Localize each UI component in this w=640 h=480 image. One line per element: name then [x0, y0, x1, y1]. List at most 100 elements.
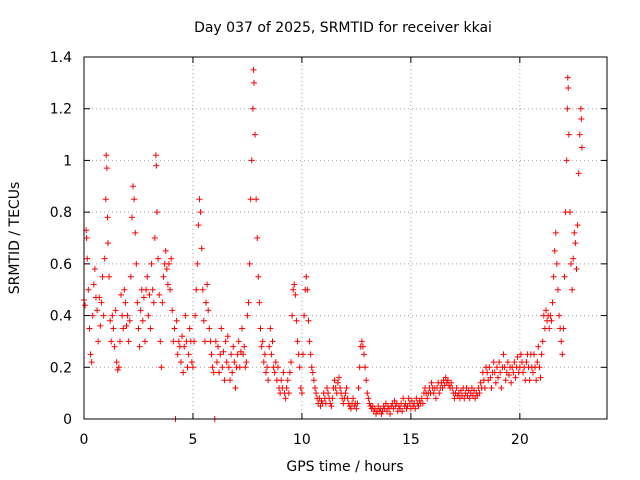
data-point [337, 384, 344, 391]
data-point [256, 299, 263, 306]
data-point [128, 214, 135, 221]
data-point [194, 260, 201, 267]
data-point [364, 390, 371, 397]
data-point [123, 322, 130, 329]
data-point [121, 286, 128, 293]
data-point [331, 377, 338, 384]
data-point [517, 351, 524, 358]
data-point [215, 343, 222, 350]
data-point [177, 359, 184, 366]
data-point [238, 325, 245, 332]
data-point [285, 390, 292, 397]
data-point [144, 273, 151, 280]
data-point [120, 325, 127, 332]
data-point [245, 299, 252, 306]
data-point [328, 403, 335, 410]
data-point [216, 369, 223, 376]
data-point [191, 338, 198, 345]
data-point [115, 364, 122, 371]
data-point [559, 351, 566, 358]
data-point [564, 105, 571, 112]
data-point [575, 170, 582, 177]
data-point [90, 281, 97, 288]
data-point [430, 390, 437, 397]
data-point [572, 240, 579, 247]
data-point [193, 286, 200, 293]
data-point [355, 384, 362, 391]
data-point [405, 395, 412, 402]
data-point [260, 359, 267, 366]
data-point [130, 183, 137, 190]
data-point [325, 390, 332, 397]
data-point [111, 343, 118, 350]
data-point [505, 372, 512, 379]
data-point [284, 377, 291, 384]
y-tick-label: 1 [63, 153, 72, 169]
data-point [308, 364, 315, 371]
data-point [106, 273, 113, 280]
data-point [538, 351, 545, 358]
data-point [254, 235, 261, 241]
data-point [234, 351, 241, 358]
data-point [448, 379, 455, 386]
data-point [221, 377, 228, 384]
data-point [222, 338, 229, 345]
data-point [523, 359, 530, 366]
data-point [97, 322, 104, 329]
data-point [243, 359, 250, 366]
data-point [271, 369, 278, 376]
data-point [553, 260, 560, 267]
data-point [301, 312, 308, 319]
data-point [146, 291, 153, 298]
data-point [362, 364, 369, 371]
data-point [495, 374, 502, 381]
data-point [340, 400, 347, 407]
data-point [493, 364, 500, 371]
data-point [342, 390, 349, 397]
plot-frame [83, 56, 608, 420]
data-point [220, 348, 227, 355]
data-point [477, 379, 484, 386]
data-point [529, 369, 536, 376]
data-point [236, 364, 243, 371]
data-point [168, 255, 175, 262]
axis-ticks: 0 0.2 0.4 0.6 0.8 1 1.2 1.4 0 5 10 15 20 [50, 50, 607, 448]
data-point [210, 369, 217, 376]
data-point [212, 338, 219, 345]
data-point [201, 338, 208, 345]
data-point [504, 359, 511, 366]
data-point [577, 105, 584, 112]
data-point [347, 405, 354, 412]
data-point [204, 281, 211, 288]
data-point [570, 255, 577, 262]
data-point [283, 384, 290, 391]
data-point [173, 317, 180, 324]
data-point [91, 266, 98, 273]
data-point [203, 299, 210, 306]
data-point [150, 299, 157, 306]
data-point [116, 338, 123, 345]
data-point [546, 325, 553, 332]
data-point [548, 317, 555, 324]
data-point [502, 377, 509, 384]
data-point [568, 260, 575, 267]
data-point [329, 395, 336, 402]
y-tick-label: 0.6 [50, 257, 72, 273]
data-point [508, 379, 515, 386]
data-point [213, 359, 220, 366]
data-point [378, 410, 385, 417]
data-point [126, 317, 133, 324]
data-point [366, 400, 373, 407]
data-point [124, 312, 131, 319]
data-point [556, 312, 563, 319]
data-point [267, 325, 274, 332]
data-point [232, 384, 239, 391]
data-point [335, 374, 342, 381]
data-point [110, 325, 117, 332]
data-point [219, 364, 226, 371]
data-point [304, 286, 311, 293]
data-point [250, 66, 257, 73]
data-point [358, 338, 365, 345]
data-point [156, 291, 163, 298]
